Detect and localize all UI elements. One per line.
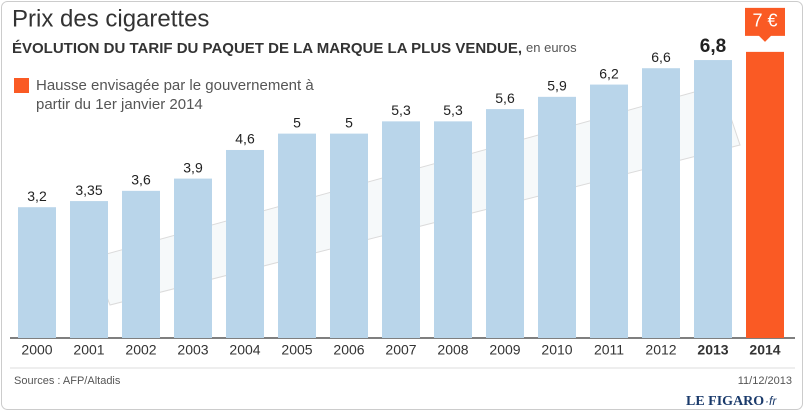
x-tick-label: 2011 [594, 342, 624, 358]
bar [746, 51, 784, 338]
bar [122, 190, 160, 338]
bar [590, 84, 628, 338]
label-callout [745, 7, 785, 42]
x-tick-label: 2005 [281, 342, 312, 358]
bar [70, 201, 108, 338]
unit: en euros [526, 40, 577, 55]
bar [642, 68, 680, 338]
x-tick-label: 2010 [541, 342, 572, 358]
value-label: 6,2 [599, 65, 619, 81]
bar [226, 149, 264, 338]
value-label: 7 € [752, 11, 777, 31]
bar [382, 121, 420, 338]
value-label: 4,6 [235, 131, 255, 147]
x-tick-label: 2001 [73, 342, 104, 358]
x-tick-label: 2000 [21, 342, 52, 358]
subtitle: ÉVOLUTION DU TARIF DU PAQUET DE LA MARQU… [12, 40, 522, 57]
value-label: 3,6 [131, 172, 151, 188]
value-label: 5 [345, 114, 353, 130]
bar [486, 109, 524, 338]
brand-suffix: ·fr [765, 394, 777, 408]
legend-label: Hausse envisagée par le gouvernement à p… [36, 77, 314, 113]
bar [278, 133, 316, 338]
x-tick-label: 2006 [333, 342, 364, 358]
x-tick-label: 2014 [749, 342, 780, 358]
chart-subtitle: ÉVOLUTION DU TARIF DU PAQUET DE LA MARQU… [12, 40, 577, 57]
source: Sources : AFP/Altadis [14, 375, 121, 387]
value-label: 5 [293, 114, 301, 130]
value-label: 5,9 [547, 78, 567, 94]
x-tick-label: 2007 [385, 342, 416, 358]
bar [330, 133, 368, 338]
x-tick-label: 2008 [437, 342, 468, 358]
x-tick-label: 2003 [177, 342, 208, 358]
x-tick-label: 2002 [125, 342, 156, 358]
value-label: 6,8 [700, 36, 726, 57]
value-label: 5,3 [443, 102, 463, 118]
bar [434, 121, 472, 338]
bar [538, 96, 576, 339]
value-label: 3,2 [27, 188, 47, 204]
value-label: 3,9 [183, 159, 203, 175]
x-tick-label: 2013 [697, 342, 728, 358]
legend-swatch [14, 78, 29, 93]
date: 11/12/2013 [738, 375, 792, 387]
value-label: 3,35 [75, 182, 102, 198]
chart-title: Prix des cigarettes [12, 5, 209, 32]
x-tick-label: 2012 [645, 342, 676, 358]
value-label: 6,6 [651, 49, 671, 65]
bar [174, 178, 212, 338]
x-tick-label: 2004 [229, 342, 260, 358]
bar [18, 207, 56, 338]
x-tick-label: 2009 [489, 342, 520, 358]
value-label: 5,6 [495, 90, 515, 106]
brand: LE FIGARO [686, 394, 764, 409]
bar [694, 60, 732, 339]
value-label: 5,3 [391, 102, 411, 118]
